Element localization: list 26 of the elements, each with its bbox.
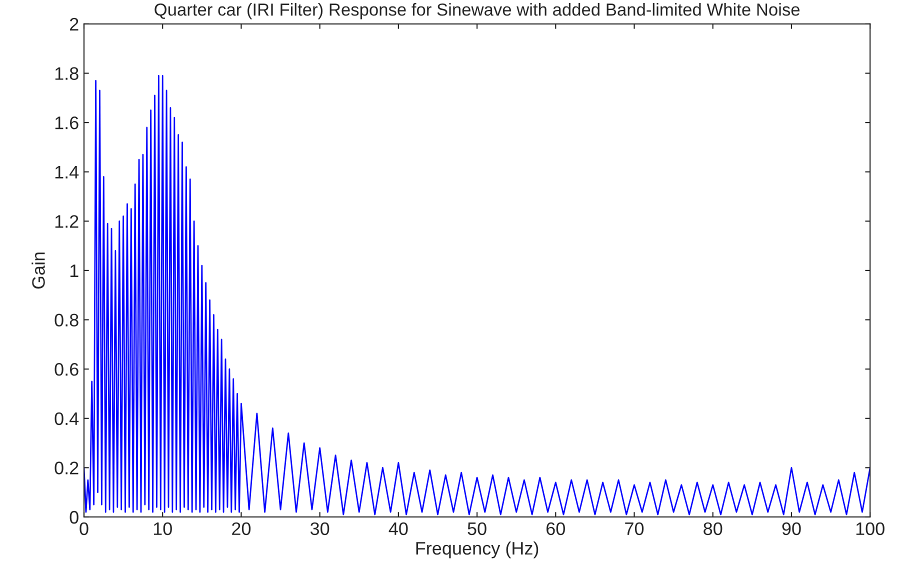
y-tick-label: 1 [70, 264, 78, 278]
x-tick-label: 80 [704, 522, 722, 536]
y-axis-title: Gain [32, 252, 45, 289]
x-tick-label: 0 [80, 522, 88, 536]
x-tick-label: 40 [388, 522, 408, 536]
y-tick-label: 2 [70, 18, 78, 30]
y-tick-label: 1.8 [55, 67, 78, 80]
line-series [84, 75, 870, 516]
x-tick-label: 10 [154, 522, 172, 536]
x-tick-label: 70 [625, 522, 644, 536]
x-tick-label: 30 [310, 522, 330, 536]
x-axis-title: Frequency (Hz) [416, 541, 538, 558]
y-tick-label: 0.4 [54, 412, 79, 426]
x-tick-label: 90 [782, 522, 801, 536]
x-tick-label: 60 [546, 522, 565, 536]
x-tick-label: 20 [232, 522, 251, 536]
chart-title: Quarter car (IRI Filter) Response for Sinewave with added Band-limited White Noise [154, 3, 800, 20]
y-tick-label: 0.6 [54, 363, 78, 376]
y-tick-label: 1.6 [55, 116, 78, 130]
y-tick-label: 0.8 [54, 314, 78, 326]
y-tick-label: 1.2 [55, 215, 78, 228]
y-tick-label: 0 [70, 510, 78, 524]
y-tick-label: 1.4 [55, 166, 79, 178]
x-tick-label: 50 [468, 522, 486, 536]
y-tick-label: 0.2 [54, 462, 78, 474]
x-tick-label: 100 [856, 522, 884, 536]
